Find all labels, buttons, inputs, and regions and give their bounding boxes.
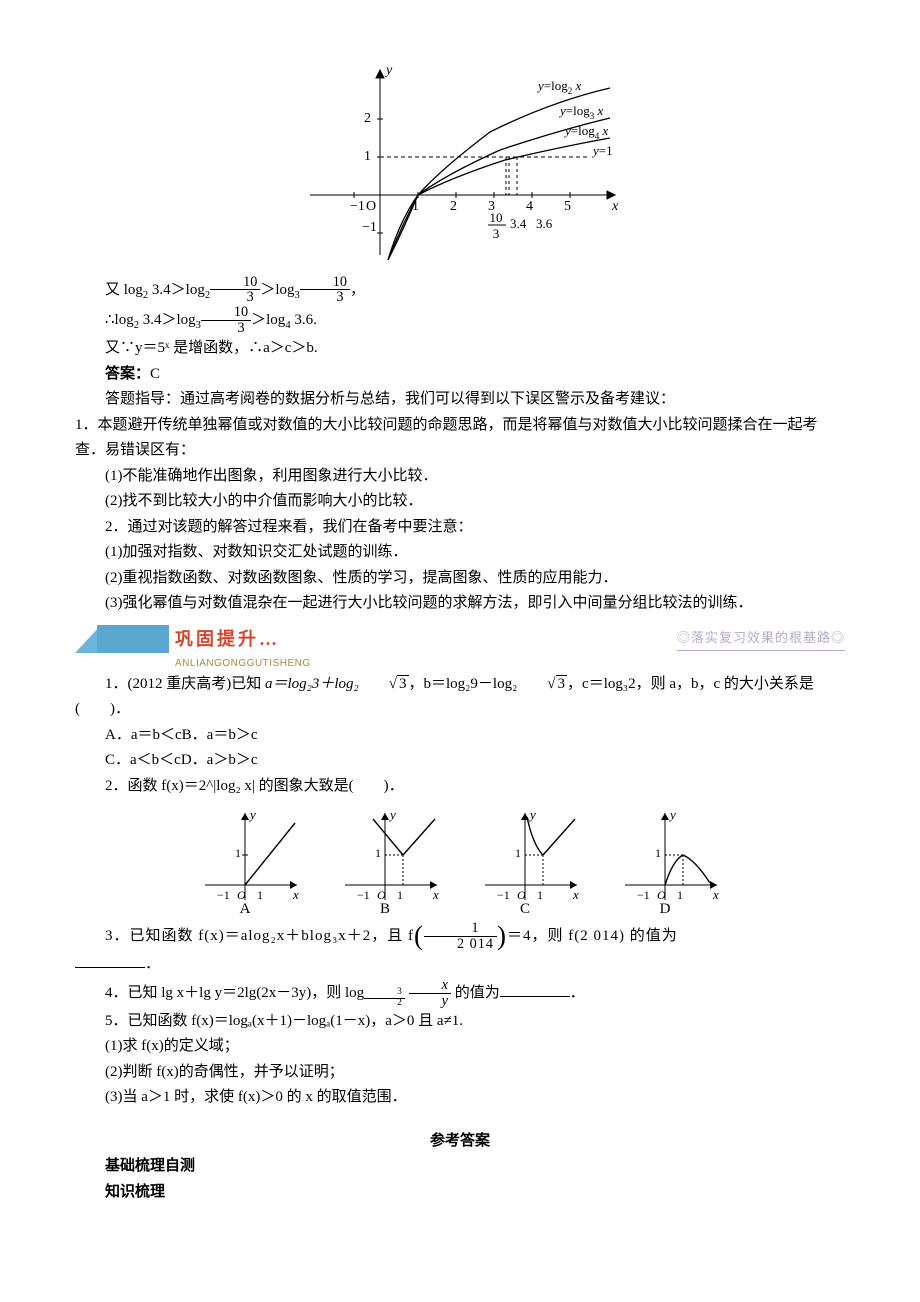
svg-text:y: y — [248, 807, 256, 822]
banner-pinyin: ANLIANGONGGUTISHENG — [175, 655, 845, 672]
svg-text:x: x — [712, 887, 719, 902]
svg-text:O: O — [517, 888, 526, 902]
svg-text:x: x — [572, 887, 579, 902]
svg-text:O: O — [377, 888, 386, 902]
graph-option-d: y x 1 −1 O 1 D — [615, 805, 725, 915]
svg-text:1: 1 — [397, 888, 403, 902]
option-a: A．a＝b＜c — [105, 727, 182, 743]
svg-text:5: 5 — [564, 199, 571, 214]
svg-text:O: O — [237, 888, 246, 902]
svg-text:y: y — [388, 807, 396, 822]
svg-text:2: 2 — [364, 111, 371, 126]
svg-text:3: 3 — [493, 226, 500, 241]
svg-text:3.4: 3.4 — [510, 216, 527, 231]
svg-text:−1: −1 — [497, 888, 510, 902]
svg-text:4: 4 — [526, 199, 533, 214]
point-2: 2．通过对该题的解答过程来看，我们在备考中要注意： — [75, 515, 845, 541]
svg-text:−1: −1 — [350, 199, 365, 214]
question-5a: (1)求 f(x)的定义域； — [75, 1034, 845, 1060]
svg-text:y=log3 x: y=log3 x — [558, 103, 603, 121]
svg-text:y: y — [384, 63, 393, 78]
svg-text:y=log4 x: y=log4 x — [563, 123, 608, 141]
graph-option-a: y x 1 −1 O 1 A — [195, 805, 305, 915]
svg-text:10: 10 — [490, 210, 503, 225]
svg-text:−1: −1 — [362, 220, 377, 235]
svg-text:−1: −1 — [357, 888, 370, 902]
banner-subtitle: ◎落实复习效果的根基路◎ — [677, 627, 845, 651]
subsection-1: 基础梳理自测 — [75, 1154, 845, 1180]
subsection-2: 知识梳理 — [75, 1180, 845, 1206]
derivation-line-1: 又 log2 3.4＞log2103＞log3103， — [75, 275, 845, 306]
svg-text:y: y — [668, 807, 676, 822]
svg-text:−1: −1 — [637, 888, 650, 902]
banner-title: 巩固提升… — [175, 624, 277, 655]
answers-heading: 参考答案 — [75, 1129, 845, 1155]
option-d: D．a＞b＞c — [181, 752, 258, 768]
svg-text:A: A — [240, 901, 251, 915]
point-1b: (2)找不到比较大小的中介值而影响大小的比较． — [75, 489, 845, 515]
guide-intro: 答题指导：通过高考阅卷的数据分析与总结，我们可以得到以下误区警示及备考建议： — [75, 387, 845, 413]
derivation-line-3: 又∵y＝5ˣ 是增函数，∴a＞c＞b. — [75, 336, 845, 362]
point-2a: (1)加强对指数、对数知识交汇处试题的训练． — [75, 540, 845, 566]
svg-text:1: 1 — [375, 846, 381, 860]
section-banner: 巩固提升… ◎落实复习效果的根基路◎ — [75, 623, 845, 655]
question-3: 3．已知函数 f(x)＝alog₂x＋blog₃x＋2，且 f(12 014)＝… — [75, 921, 845, 952]
svg-text:1: 1 — [257, 888, 263, 902]
svg-text:C: C — [520, 901, 530, 915]
point-2c: (3)强化幂值与对数值混杂在一起进行大小比较问题的求解方法，即引入中间量分组比较… — [75, 591, 845, 617]
svg-text:O: O — [657, 888, 666, 902]
svg-text:y=log2 x: y=log2 x — [536, 78, 581, 96]
question-2-graphs: y x 1 −1 O 1 A y x 1 −1 O 1 — [75, 805, 845, 915]
svg-text:x: x — [432, 887, 439, 902]
log-curves-figure: y x O 1 2 −1 −1 1 2 3 4 5 — [75, 60, 845, 275]
svg-text:−1: −1 — [217, 888, 230, 902]
question-5b: (2)判断 f(x)的奇偶性，并予以证明； — [75, 1060, 845, 1086]
svg-text:D: D — [660, 901, 671, 915]
question-2: 2．函数 f(x)＝2^|log₂ x| 的图象大致是( )． — [75, 774, 845, 800]
question-3-blank-line: ． — [75, 952, 845, 978]
svg-text:3.6: 3.6 — [536, 216, 553, 231]
option-b: B．a＝b＞c — [182, 727, 258, 743]
svg-text:1: 1 — [655, 846, 661, 860]
graph-option-c: y x 1 −1 O 1 C — [475, 805, 585, 915]
svg-text:1: 1 — [235, 846, 241, 860]
point-2b: (2)重视指数函数、对数函数图象、性质的学习，提高图象、性质的应用能力． — [75, 566, 845, 592]
answer-line: 答案：C — [75, 362, 845, 388]
graph-option-b: y x 1 −1 O 1 B — [335, 805, 445, 915]
svg-text:y=1: y=1 — [591, 143, 613, 158]
svg-text:2: 2 — [450, 199, 457, 214]
derivation-line-2: ∴log2 3.4＞log3103＞log4 3.6. — [75, 305, 845, 336]
point-1a: (1)不能准确地作出图象，利用图象进行大小比较． — [75, 464, 845, 490]
svg-text:1: 1 — [677, 888, 683, 902]
question-4: 4．已知 lg x＋lg y＝2lg(2x－3y)，则 log32 xy 的值为… — [75, 978, 845, 1009]
question-5: 5．已知函数 f(x)＝logₐ(x＋1)－logₐ(1－x)，a＞0 且 a≠… — [75, 1009, 845, 1035]
option-c: C．a＜b＜c — [105, 752, 181, 768]
svg-text:1: 1 — [364, 149, 371, 164]
point-1: 1．本题避开传统单独幂值或对数值的大小比较问题的命题思路，而是将幂值与对数值大小… — [75, 413, 845, 464]
question-1: 1．(2012 重庆高考)已知 a＝log₂3＋log₂3，b＝log₂9－lo… — [75, 672, 845, 723]
svg-text:x: x — [292, 887, 299, 902]
svg-text:O: O — [366, 199, 376, 214]
question-5c: (3)当 a＞1 时，求使 f(x)＞0 的 x 的取值范围． — [75, 1085, 845, 1111]
svg-text:B: B — [380, 901, 390, 915]
question-1-options: A．a＝b＜cB．a＝b＞c C．a＜b＜cD．a＞b＞c — [105, 723, 845, 774]
svg-text:y: y — [528, 807, 536, 822]
banner-bar — [97, 625, 169, 653]
svg-text:x: x — [611, 199, 619, 214]
svg-text:1: 1 — [537, 888, 543, 902]
svg-text:1: 1 — [515, 846, 521, 860]
